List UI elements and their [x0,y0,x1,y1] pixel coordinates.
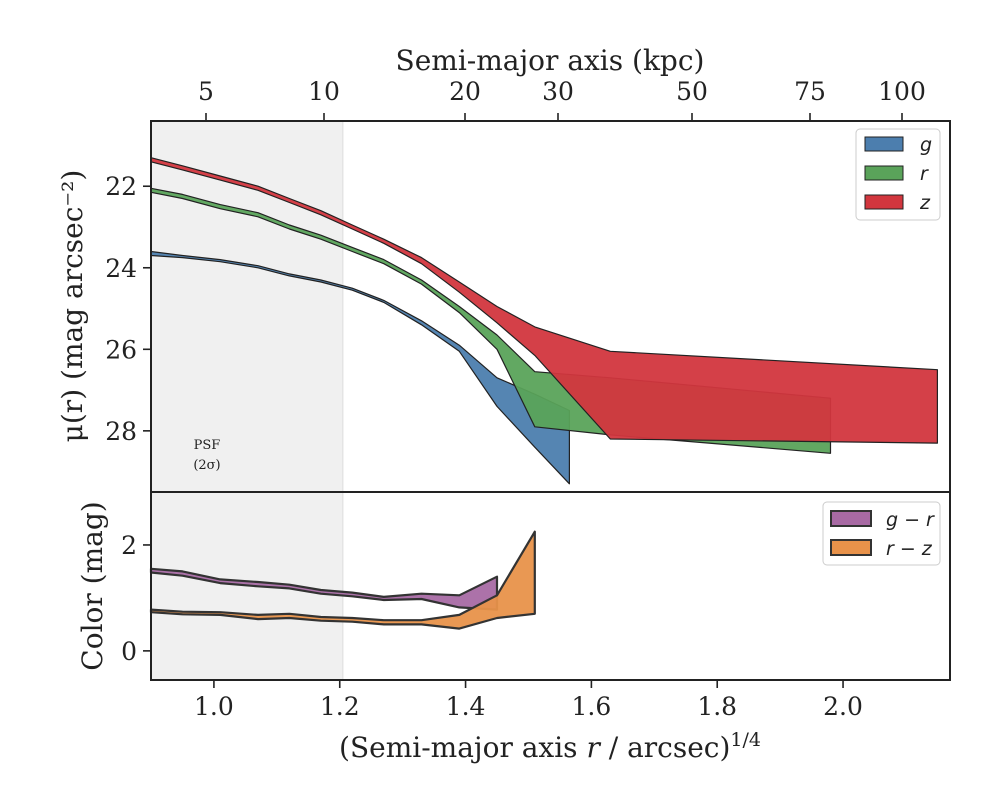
color-ytick-label: 0 [121,637,137,666]
color-legend-label: r − z [886,538,933,560]
bottom-xlabel: (Semi-major axis r / arcsec)1/4 [339,729,761,764]
legend-swatch-z [864,194,904,210]
top-axis-title: Semi-major axis (kpc) [396,44,705,77]
color-legend: g − r r − z [822,501,941,566]
top-tick-label: 50 [676,77,708,106]
xtick-label: 1.2 [320,692,360,721]
legend-label-r: r [920,163,929,185]
band-g [150,250,570,485]
color-ylabel: Color (mag) [76,501,109,670]
main-ytick-label: 28 [105,417,137,446]
color-panel: 0 2 1.0 1.2 1.4 1.6 1.8 2.0 g − r r − z [121,491,951,721]
top-tick-label: 100 [878,77,926,106]
xtick-label: 1.6 [572,692,612,721]
legend-label-g: g [920,134,932,156]
main-ylabel: μ(r) (mag arcsec⁻²) [56,170,89,443]
color-ytick-label: 2 [121,531,137,560]
top-tick-label: 30 [542,77,574,106]
color-frame [150,491,951,681]
main-legend: grz [855,128,941,221]
xtick-label: 1.4 [446,692,486,721]
main-ytick-label: 22 [105,172,137,201]
psf-label-line2: (2σ) [193,458,220,473]
color-legend-swatch [830,510,872,527]
legend-swatch-g [864,136,904,152]
xtick-label: 2.0 [823,692,863,721]
color-band-1 [149,530,536,630]
color-legend-swatch [830,539,872,556]
color-legend-label: g − r [886,509,935,531]
legend-label-z: z [919,192,931,214]
psf-label-line1: PSF [194,438,221,453]
main-ytick-label: 24 [105,254,137,283]
top-tick-label: 5 [198,77,214,106]
top-tick-label: 10 [308,77,340,106]
top-tick-label: 75 [794,77,826,106]
xtick-label: 1.0 [194,692,234,721]
surface-brightness-panel: 22 24 26 28 5 10 20 30 50 75 100 grz [105,77,951,493]
psf-region [151,121,343,492]
band-z [150,157,938,444]
xtick-label: 1.8 [697,692,737,721]
legend-swatch-r [864,165,904,181]
top-tick-label: 20 [449,77,481,106]
main-ytick-label: 26 [105,335,137,364]
